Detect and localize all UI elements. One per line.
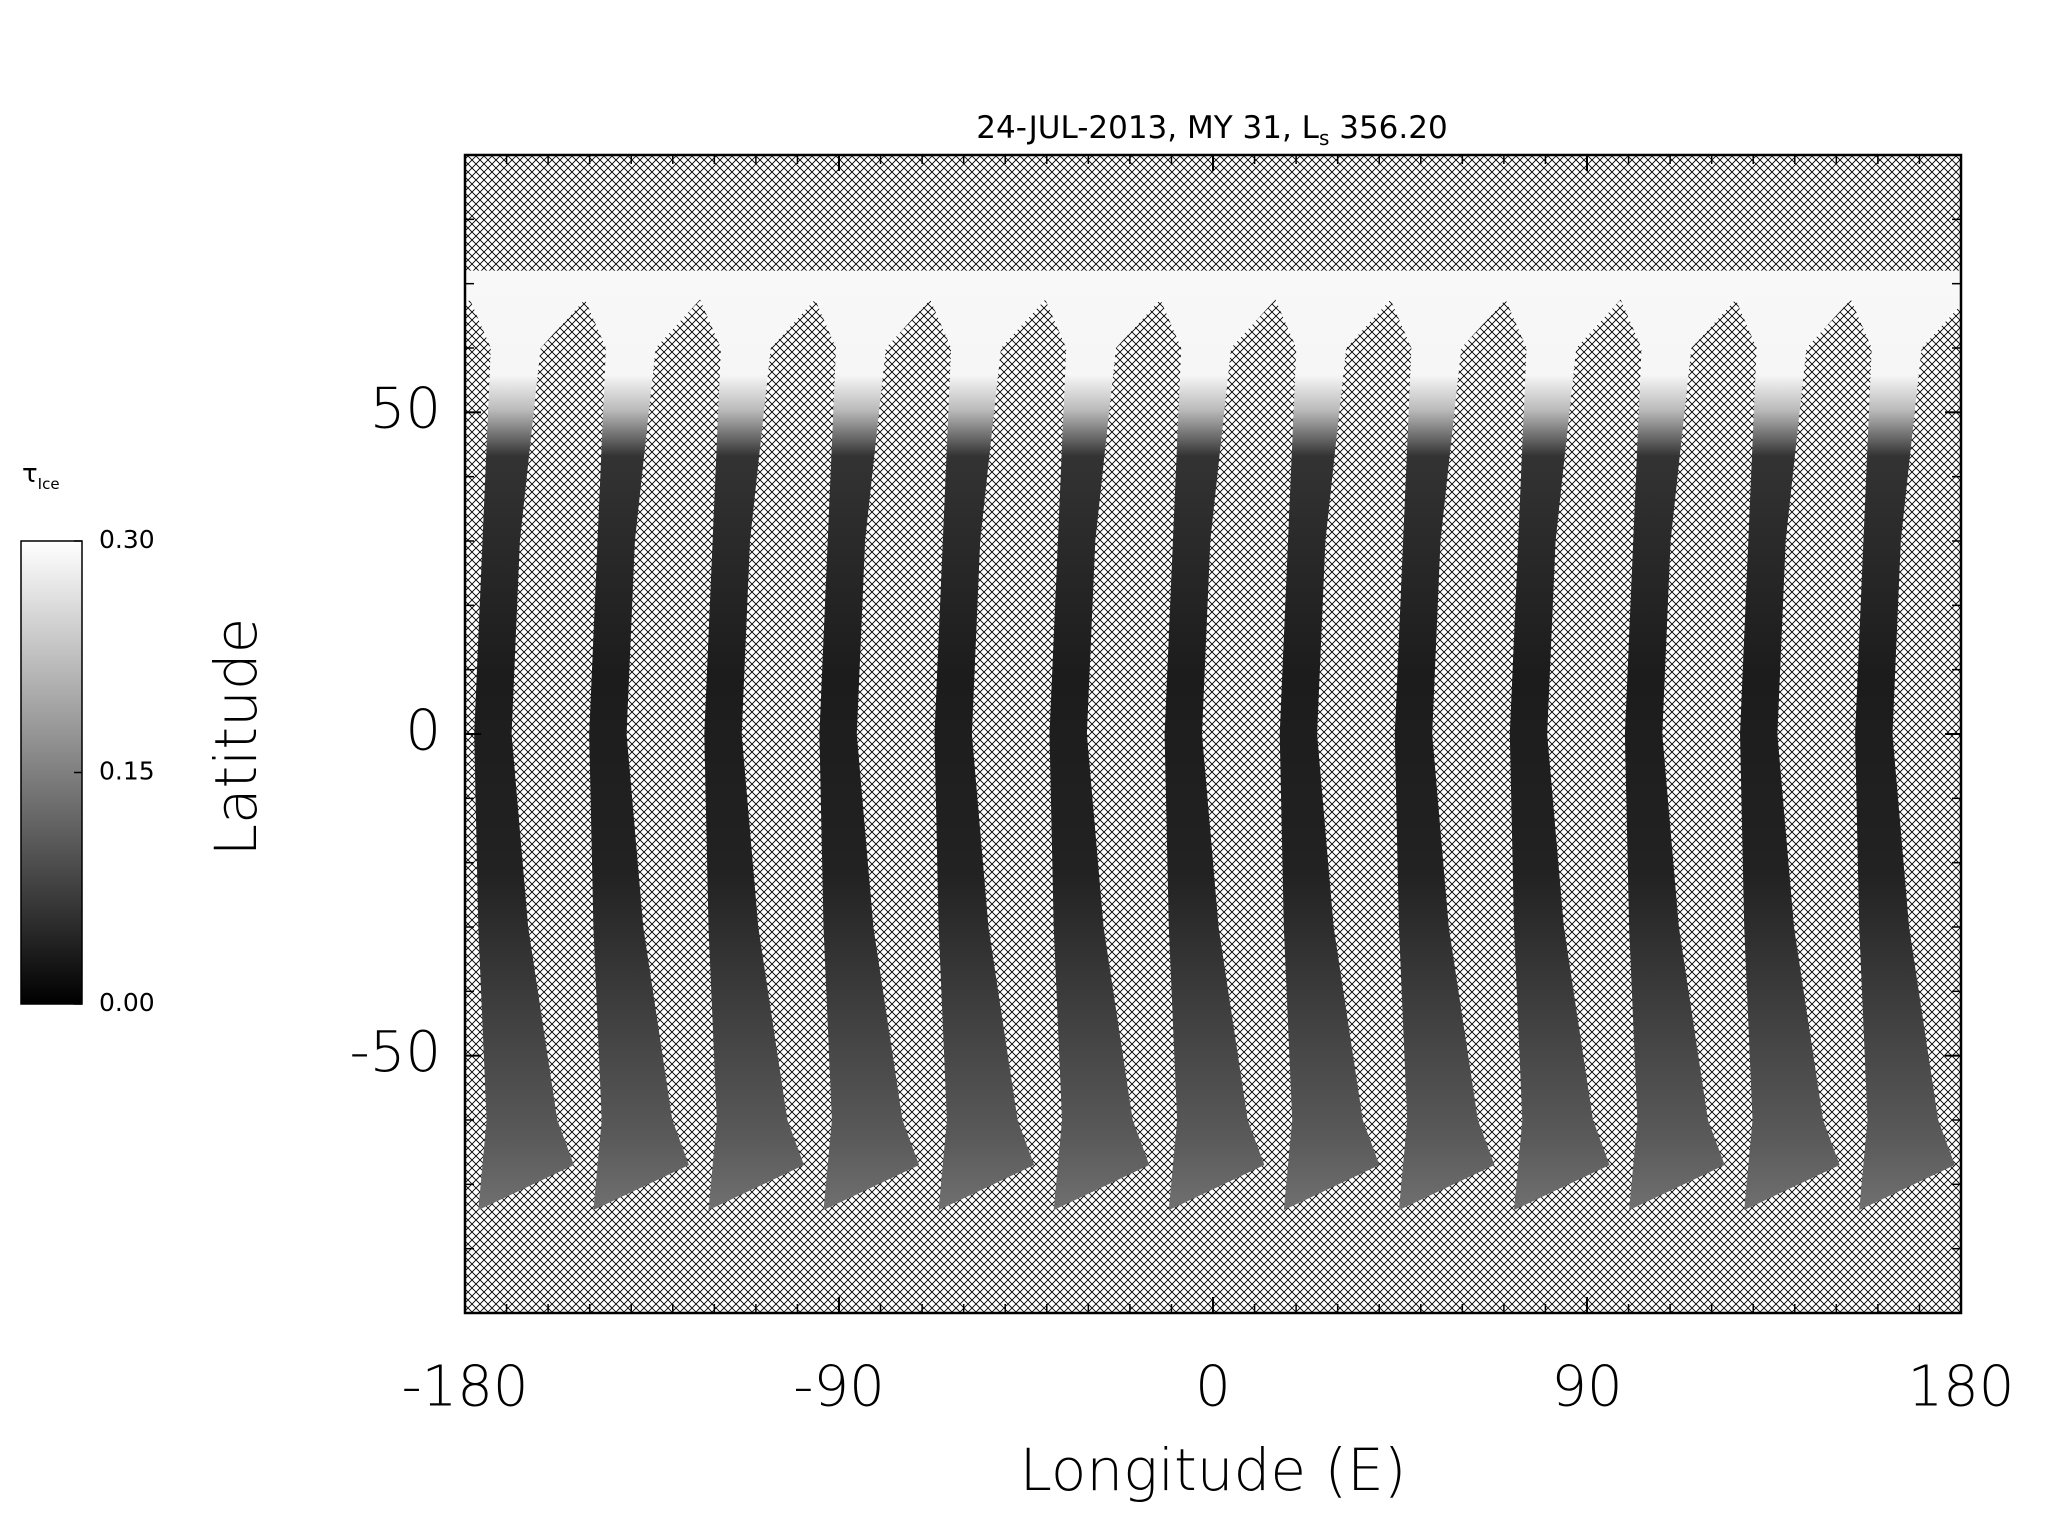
swath [1953, 270, 1961, 289]
colorbar-label: τIce [22, 459, 60, 493]
x-tick-label: 90 [1551, 1354, 1622, 1419]
swath [1263, 270, 1417, 1211]
swath [1838, 270, 1961, 1211]
x-axis-label: Longitude (E) [1020, 1436, 1407, 1504]
swath [1608, 270, 1763, 1211]
swath [1493, 270, 1647, 1211]
swath [1378, 270, 1532, 1211]
swaths [465, 270, 1961, 1211]
colorbar [20, 540, 83, 1005]
title-text: 24-JUL-2013, MY 31, L [976, 110, 1319, 146]
swath [802, 270, 957, 1211]
x-tick-label: 0 [1195, 1354, 1231, 1419]
colorbar-symbol: τ [22, 459, 38, 489]
y-tick-label: 50 [370, 377, 441, 442]
colorbar-tick-label: 0.15 [99, 757, 155, 786]
x-tick-label: -90 [793, 1354, 884, 1419]
swath [572, 270, 727, 1211]
swath [1032, 270, 1187, 1211]
colorbar-subscript: Ice [38, 475, 60, 493]
swath [917, 270, 1072, 1211]
colorbar-tick-label: 0.30 [99, 525, 155, 554]
swath [687, 270, 842, 1211]
y-axis-label: Latitude [202, 618, 270, 857]
title-suffix: 356.20 [1329, 110, 1447, 146]
swath [465, 270, 612, 1211]
swath [1148, 270, 1302, 1211]
chart-title: 24-JUL-2013, MY 31, Ls 356.20 [976, 110, 1447, 150]
title-subscript: s [1319, 126, 1329, 150]
y-tick-label: -50 [350, 1020, 441, 1085]
y-tick-label: 0 [405, 698, 441, 763]
colorbar-tick-label: 0.00 [99, 988, 155, 1017]
x-tick-label: 180 [1908, 1354, 2015, 1419]
swath [1723, 270, 1878, 1211]
x-tick-label: -180 [401, 1354, 528, 1419]
